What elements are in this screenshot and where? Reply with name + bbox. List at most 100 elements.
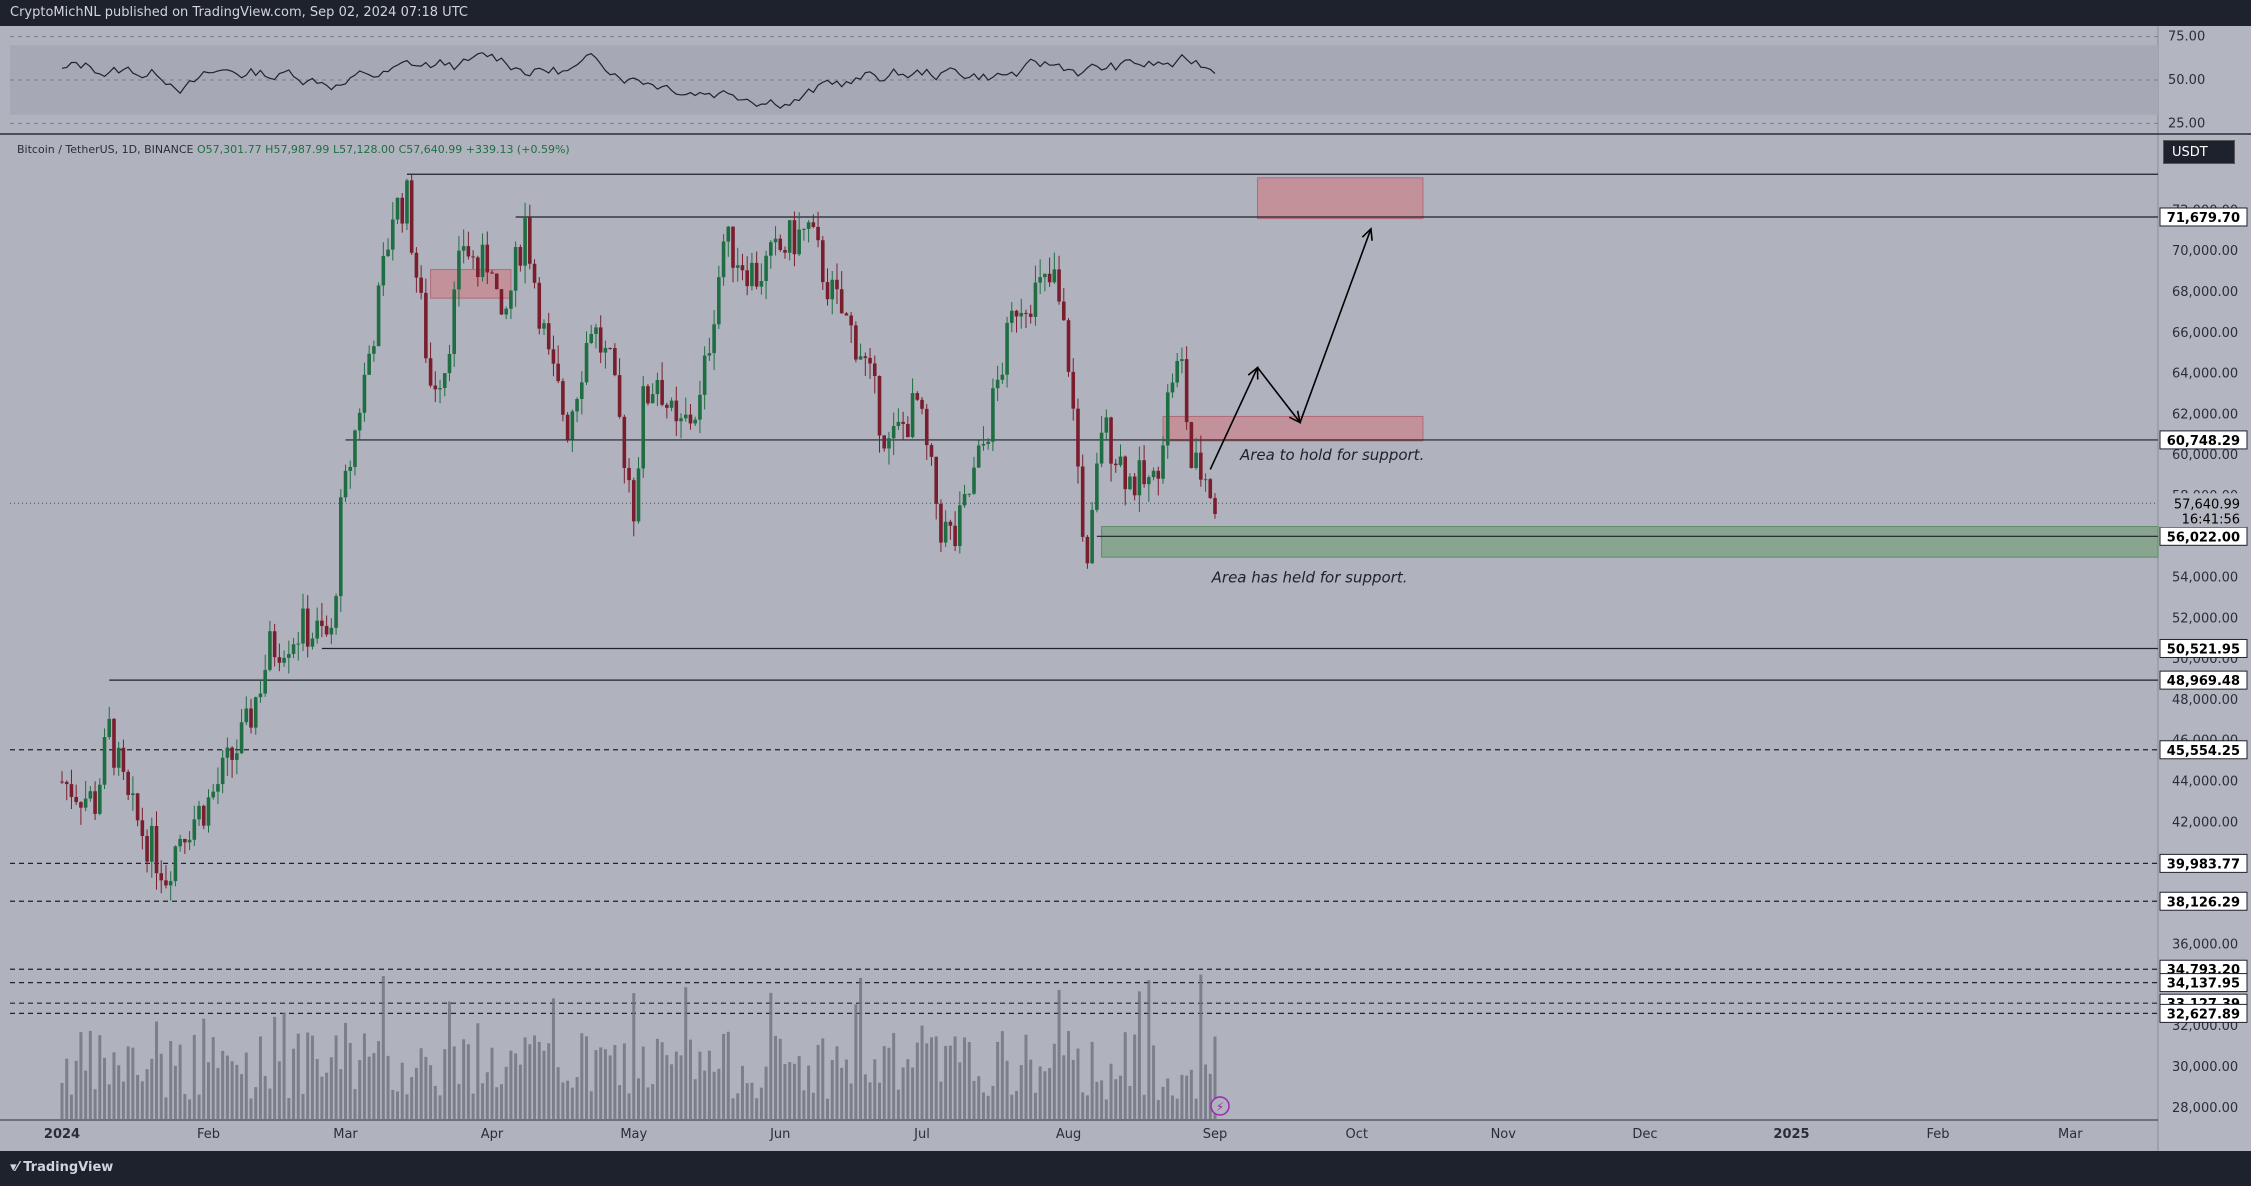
candle-body	[707, 353, 712, 356]
volume-bar	[98, 1035, 102, 1120]
candle-body	[764, 255, 768, 281]
candle-body	[830, 279, 835, 300]
candle-body	[126, 771, 130, 796]
volume-bar	[877, 1082, 881, 1120]
volume-bar	[802, 1090, 806, 1120]
volume-bar	[84, 1070, 88, 1120]
volume-bar	[688, 1039, 692, 1120]
candle-body	[698, 394, 702, 420]
volume-bar	[145, 1069, 149, 1120]
volume-bar	[646, 1087, 650, 1120]
candle-body	[891, 426, 896, 439]
volume-bar	[1152, 1045, 1156, 1120]
candle-body	[424, 292, 428, 359]
volume-bar	[939, 1081, 943, 1120]
candle-body	[872, 363, 877, 377]
candle-body	[466, 246, 471, 257]
candle-body	[395, 197, 400, 220]
volume-bar	[920, 1025, 924, 1120]
volume-bar	[1076, 1048, 1080, 1120]
candle-body	[343, 470, 348, 498]
volume-bar	[131, 1047, 135, 1120]
projection-segment	[1299, 228, 1372, 423]
open-value: O57,301.77	[197, 143, 262, 156]
volume-bar	[849, 1083, 853, 1120]
price-level-tag	[2159, 207, 2248, 227]
candle-body	[121, 747, 126, 772]
candle-body	[717, 277, 721, 325]
price-chart[interactable]: 25.00 50.00 75.00 28,000.00 30,000.00 32,000.…	[0, 26, 2251, 1151]
currency-button[interactable]: USDT	[2163, 140, 2235, 164]
candle-body	[1194, 452, 1198, 468]
candle-body	[367, 353, 371, 375]
volume-bar	[117, 1065, 121, 1120]
volume-bar	[69, 1094, 73, 1120]
volume-bar	[1118, 1075, 1122, 1120]
candle-body	[88, 791, 93, 799]
volume-bar	[906, 1059, 910, 1120]
candle-body	[60, 781, 64, 783]
candle-body	[291, 644, 296, 654]
volume-bar	[1147, 980, 1151, 1120]
volume-bar	[844, 1059, 848, 1120]
candle-body	[972, 467, 976, 494]
volume-bar	[707, 1050, 711, 1120]
candle-body	[631, 480, 636, 522]
volume-bar	[136, 1074, 140, 1120]
price-level-label: 45,554.25	[2167, 744, 2240, 759]
candle-body	[863, 356, 868, 358]
volume-bar	[1114, 1079, 1118, 1120]
candle-body	[816, 226, 820, 241]
volume-bar	[622, 1043, 626, 1120]
candle-body	[570, 411, 575, 440]
volume-bar	[206, 1062, 210, 1120]
volume-bar	[1166, 1078, 1170, 1120]
candle-body	[301, 608, 305, 644]
candle-body	[253, 697, 258, 728]
price-tick-label: 28,000.00	[2172, 1101, 2238, 1116]
candle-body	[79, 802, 83, 808]
candle-body	[693, 419, 698, 424]
volume-bar	[953, 1036, 957, 1120]
volume-bar	[778, 1038, 782, 1120]
volume-bar	[400, 1062, 404, 1120]
candle-body	[1161, 445, 1165, 479]
candle-body	[1175, 360, 1179, 383]
volume-bar	[863, 1074, 867, 1120]
published-text: CryptoMichNL published on TradingView.co…	[10, 5, 468, 20]
candle-body	[116, 747, 121, 768]
candle-body	[858, 356, 863, 360]
volume-bar	[1213, 1036, 1217, 1120]
candle-body	[929, 445, 934, 457]
volume-bar	[164, 1097, 168, 1120]
candle-body	[1203, 479, 1208, 481]
candle-body	[287, 653, 291, 658]
candle-body	[906, 423, 910, 438]
candle-body	[528, 216, 532, 264]
candle-body	[1113, 463, 1118, 466]
candle-body	[924, 408, 929, 446]
candle-body	[1109, 417, 1113, 464]
price-level-label: 60,748.29	[2167, 434, 2240, 449]
x-tick-label: Sep	[1203, 1127, 1228, 1142]
candle-body	[376, 285, 381, 347]
candle-body	[1024, 312, 1028, 314]
volume-bar	[660, 1042, 664, 1120]
volume-bar	[1100, 1080, 1104, 1120]
x-tick-label: Feb	[1926, 1127, 1949, 1142]
candle-body	[1118, 456, 1123, 466]
rsi-pane: 25.00 50.00 75.00	[0, 30, 2251, 135]
volume-bar	[1033, 1092, 1037, 1120]
volume-bar	[665, 1055, 669, 1120]
candle-body	[145, 835, 149, 862]
volume-bar	[1067, 1031, 1071, 1120]
volume-bar	[915, 1042, 919, 1120]
volume-bar	[126, 1046, 130, 1120]
candle-body	[882, 435, 887, 449]
volume-bar	[424, 1056, 428, 1120]
volume-bar	[745, 1083, 749, 1120]
candle-body	[1010, 310, 1014, 323]
candle-body	[688, 414, 693, 424]
volume-bar	[533, 1035, 537, 1120]
candle-body	[995, 379, 1000, 389]
